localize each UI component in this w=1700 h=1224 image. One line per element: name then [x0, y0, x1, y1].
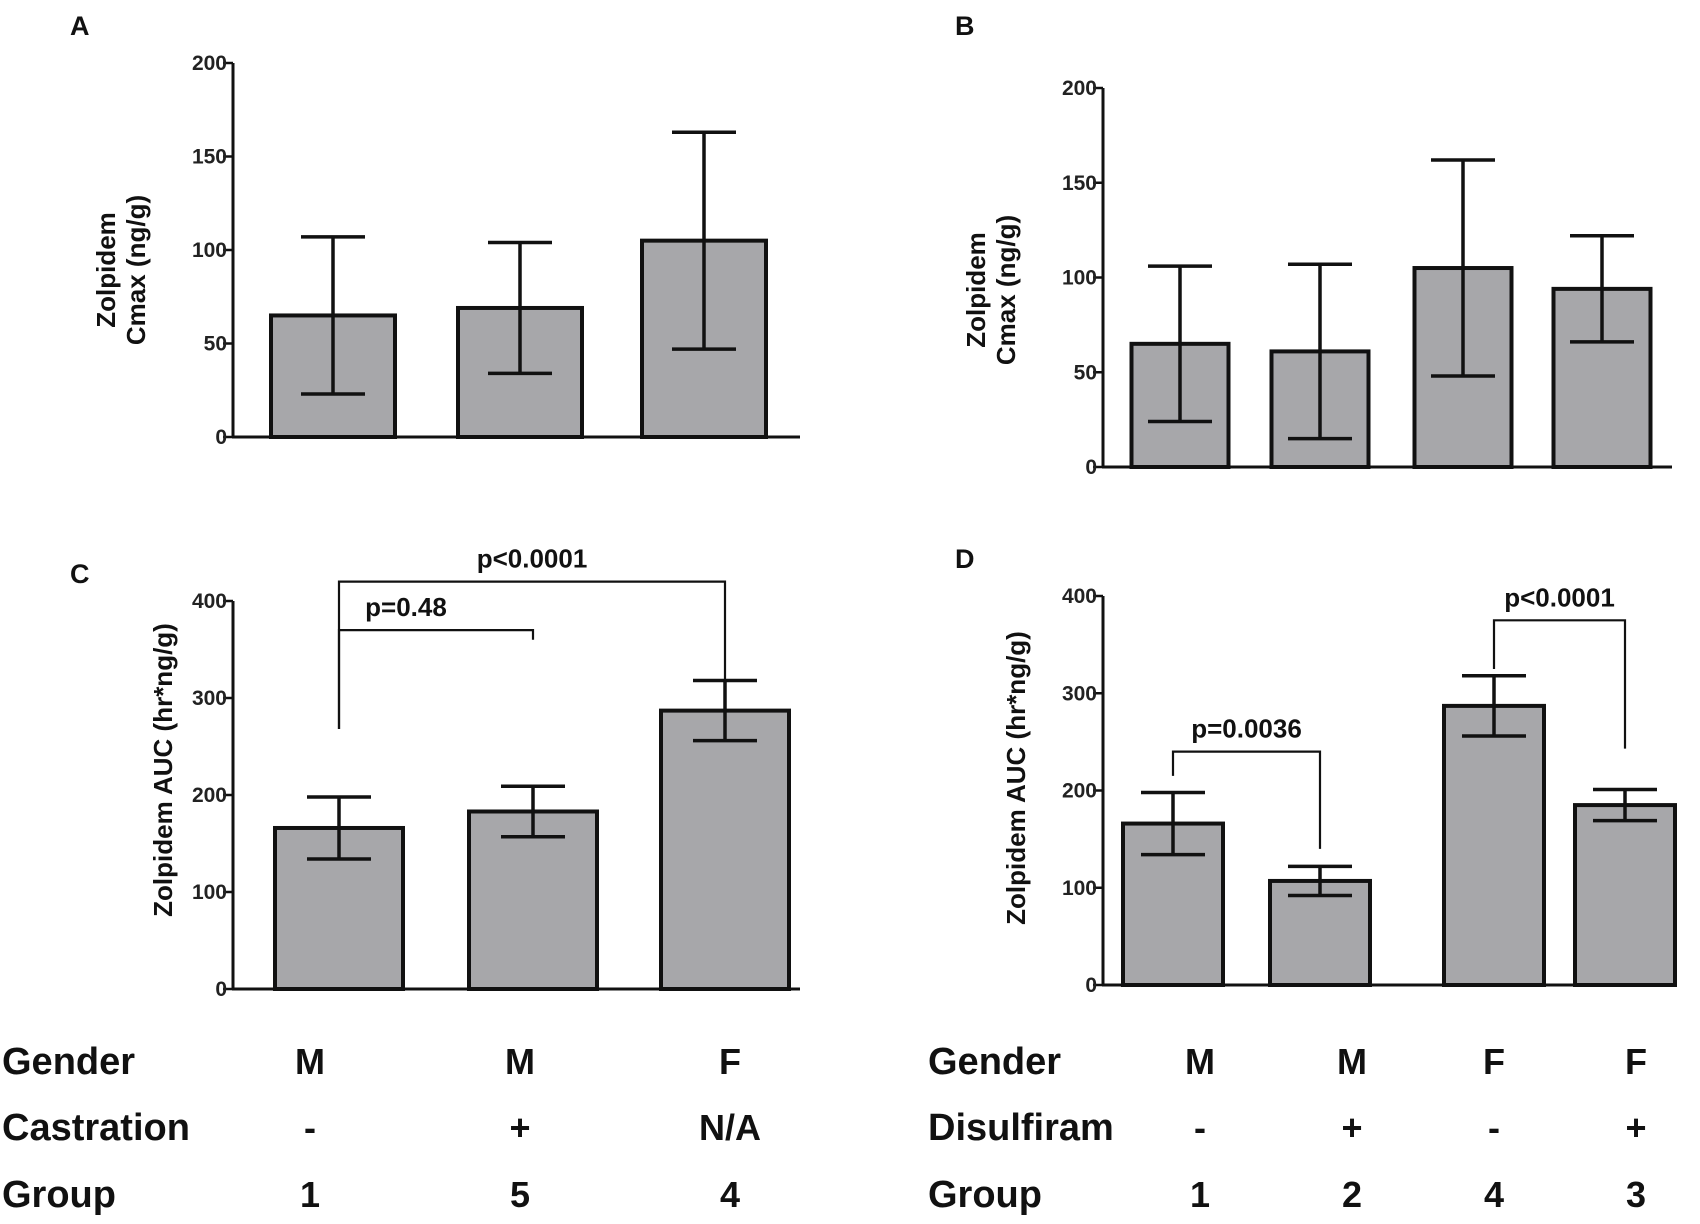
table-cell: F [719, 1041, 741, 1082]
table-cell: 1 [300, 1174, 320, 1215]
bar [1442, 703, 1546, 988]
panel-c: C Zolpidem AUC (hr*ng/g) 0 100 200 300 400 p=0.… [70, 544, 800, 1001]
p-value-label: p<0.0001 [477, 544, 588, 574]
panel-letter: B [955, 11, 975, 41]
y-tick-label: 0 [1085, 974, 1097, 997]
panel-letter: A [70, 11, 90, 41]
y-tick-label: 100 [1062, 267, 1097, 290]
y-tick-label: 400 [192, 590, 227, 613]
group-table-right: Gender M M F F Disulfiram - + - + Group 1 2 4 3 [928, 1041, 1647, 1216]
y-tick-label: 100 [192, 881, 227, 904]
table-cell: 5 [510, 1174, 530, 1215]
significance-bracket [1171, 750, 1322, 849]
y-axis-label: Cmax (ng/g) [991, 215, 1021, 365]
row-header: Castration [2, 1107, 190, 1149]
table-cell: 2 [1342, 1174, 1362, 1215]
y-axis-label: Zolpidem [91, 212, 121, 328]
y-tick-label: 200 [1062, 77, 1097, 100]
bar [659, 708, 791, 991]
group-table-left: Gender M M F Castration - + N/A Group 1 5 4 [2, 1041, 761, 1216]
panel-d: D Zolpidem AUC (hr*ng/g) 0 100 200 300 400 p=0.… [955, 544, 1677, 997]
table-cell: F [1625, 1041, 1647, 1082]
table-cell: 1 [1190, 1174, 1210, 1215]
table-cell: N/A [699, 1107, 761, 1148]
table-cell: M [295, 1041, 325, 1082]
row-header: Gender [928, 1041, 1061, 1083]
y-tick-label: 300 [1062, 682, 1097, 705]
table-cell: + [1341, 1107, 1362, 1148]
y-axis-label: Zolpidem AUC (hr*ng/g) [1001, 631, 1031, 925]
y-tick-label: 0 [215, 978, 227, 1001]
panel-letter: C [70, 559, 90, 589]
y-tick-label: 50 [1074, 361, 1097, 384]
y-tick-label: 50 [204, 333, 227, 356]
y-tick-label: 0 [215, 426, 227, 449]
row-header: Group [928, 1174, 1042, 1216]
y-tick-label: 200 [192, 52, 227, 75]
row-header: Disulfiram [928, 1107, 1114, 1149]
y-axis-label: Cmax (ng/g) [121, 195, 151, 345]
y-tick-label: 200 [1062, 780, 1097, 803]
panel-letter: D [955, 544, 975, 574]
significance-bracket [337, 629, 535, 730]
table-cell: + [509, 1107, 530, 1148]
row-header: Gender [2, 1041, 135, 1083]
y-tick-label: 100 [192, 239, 227, 262]
panel-a: A Zolpidem Cmax (ng/g) 0 50 100 150 200 [70, 11, 800, 449]
p-value-label: p<0.0001 [1504, 582, 1615, 612]
p-value-label: p=0.48 [365, 592, 447, 622]
table-cell: - [1488, 1107, 1500, 1148]
y-tick-label: 0 [1085, 456, 1097, 479]
table-cell: - [304, 1107, 316, 1148]
table-cell: F [1483, 1041, 1505, 1082]
table-cell: + [1625, 1107, 1646, 1148]
p-value-label: p=0.0036 [1191, 714, 1302, 744]
table-cell: - [1194, 1107, 1206, 1148]
y-axis-label: Zolpidem [961, 232, 991, 348]
table-cell: 4 [1484, 1174, 1504, 1215]
bar [1573, 803, 1677, 988]
y-tick-label: 400 [1062, 585, 1097, 608]
significance-bracket [337, 580, 727, 730]
y-tick-label: 100 [1062, 877, 1097, 900]
row-header: Group [2, 1174, 116, 1216]
significance-bracket [1492, 619, 1627, 749]
bar [1268, 878, 1372, 988]
y-tick-label: 200 [192, 784, 227, 807]
table-cell: M [1185, 1041, 1215, 1082]
panel-b: B Zolpidem Cmax (ng/g) 0 50 100 150 200 [955, 11, 1672, 479]
y-tick-label: 300 [192, 687, 227, 710]
table-cell: M [1337, 1041, 1367, 1082]
y-tick-label: 150 [192, 146, 227, 169]
y-tick-label: 150 [1062, 172, 1097, 195]
table-cell: 3 [1626, 1174, 1646, 1215]
y-axis-label: Zolpidem AUC (hr*ng/g) [148, 623, 178, 917]
table-cell: 4 [720, 1174, 740, 1215]
table-cell: M [505, 1041, 535, 1082]
